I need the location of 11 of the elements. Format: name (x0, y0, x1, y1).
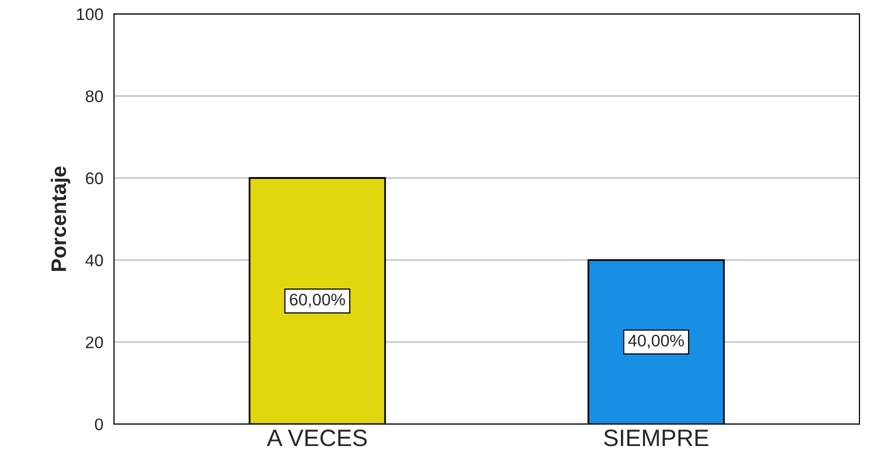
y-tick-label: 40 (85, 254, 103, 266)
x-tick-label: A VECES (266, 430, 367, 446)
y-tick-label: 100 (77, 8, 103, 20)
data-label: 40,00% (628, 334, 684, 348)
y-tick-label: 20 (86, 336, 103, 348)
x-tick-label: SIEMPRE (604, 430, 708, 446)
y-axis-title: Porcentaje (50, 166, 70, 271)
y-tick-label: 60 (86, 172, 103, 184)
y-tick-label: 0 (94, 418, 103, 430)
y-tick-label: 80 (86, 90, 103, 102)
data-label: 60,00% (290, 294, 345, 308)
